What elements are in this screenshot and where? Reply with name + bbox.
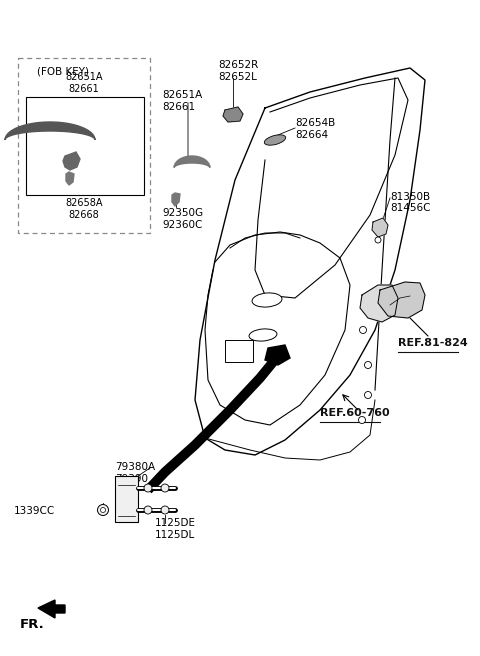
Text: 79380A
79390: 79380A 79390 bbox=[115, 462, 155, 483]
Text: 82654B
82664: 82654B 82664 bbox=[295, 118, 335, 140]
Text: REF.60-760: REF.60-760 bbox=[320, 408, 390, 418]
Ellipse shape bbox=[264, 134, 286, 145]
Polygon shape bbox=[5, 122, 95, 140]
Polygon shape bbox=[372, 218, 388, 237]
Text: 92350G
92360C: 92350G 92360C bbox=[162, 208, 203, 230]
Polygon shape bbox=[38, 600, 65, 618]
Circle shape bbox=[97, 504, 108, 516]
Polygon shape bbox=[66, 172, 74, 185]
Circle shape bbox=[161, 484, 169, 492]
Text: 82651A
82661: 82651A 82661 bbox=[162, 90, 202, 112]
Circle shape bbox=[375, 237, 381, 243]
Polygon shape bbox=[172, 193, 180, 206]
Bar bbox=[18, 58, 150, 233]
Bar bbox=[115, 476, 138, 522]
Circle shape bbox=[144, 506, 152, 514]
Text: (FOB KEY): (FOB KEY) bbox=[37, 67, 89, 77]
Bar bbox=[26, 97, 144, 195]
Bar bbox=[225, 340, 253, 362]
Polygon shape bbox=[360, 285, 398, 322]
Text: 1125DE
1125DL: 1125DE 1125DL bbox=[155, 518, 196, 540]
Text: 82658A
82668: 82658A 82668 bbox=[65, 198, 103, 220]
Text: 81456C: 81456C bbox=[390, 203, 431, 213]
Polygon shape bbox=[63, 152, 80, 170]
Circle shape bbox=[100, 508, 106, 512]
Circle shape bbox=[364, 361, 372, 369]
Circle shape bbox=[161, 506, 169, 514]
Polygon shape bbox=[265, 345, 290, 365]
Circle shape bbox=[144, 484, 152, 492]
Polygon shape bbox=[174, 156, 210, 167]
Circle shape bbox=[364, 392, 372, 398]
Text: 82652R
82652L: 82652R 82652L bbox=[218, 60, 258, 81]
Ellipse shape bbox=[249, 329, 277, 341]
Text: FR.: FR. bbox=[20, 618, 45, 631]
Circle shape bbox=[359, 417, 365, 424]
Text: 82651A
82661: 82651A 82661 bbox=[65, 72, 103, 94]
Polygon shape bbox=[223, 107, 243, 122]
Text: 1339CC: 1339CC bbox=[14, 506, 55, 516]
Text: 81350B: 81350B bbox=[390, 192, 430, 202]
Circle shape bbox=[360, 327, 367, 333]
Text: REF.81-824: REF.81-824 bbox=[398, 338, 468, 348]
Ellipse shape bbox=[252, 293, 282, 307]
Polygon shape bbox=[378, 282, 425, 318]
